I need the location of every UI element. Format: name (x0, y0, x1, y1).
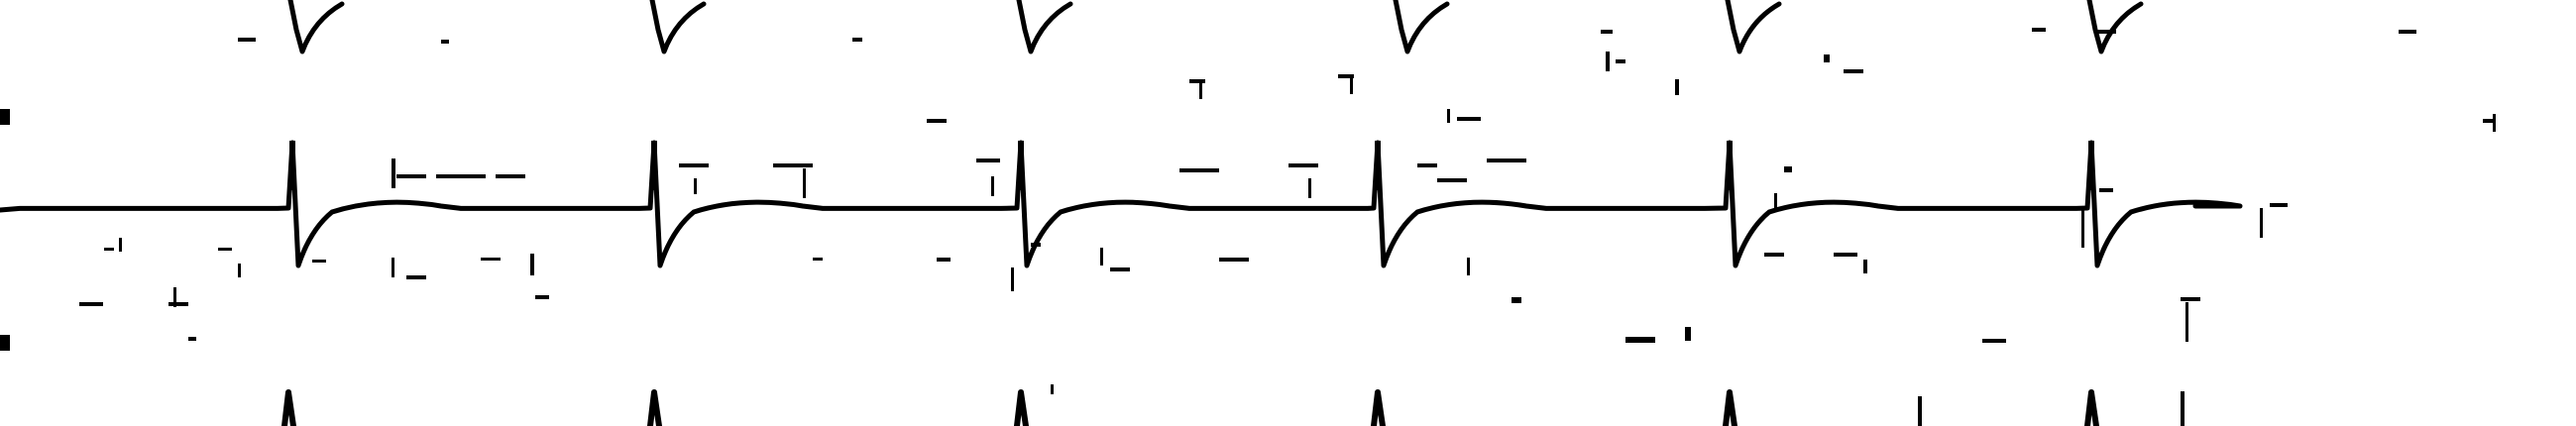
artifact-mark (104, 248, 114, 251)
artifact-mark (218, 248, 232, 251)
ecg-trace-line (0, 140, 2243, 268)
top-lead-complex (1393, 0, 1450, 54)
artifact-mark (2270, 203, 2288, 207)
artifact-mark (173, 287, 176, 307)
artifact-mark (1467, 258, 1470, 275)
top-lead-complex (1725, 0, 1782, 54)
artifact-mark (927, 119, 947, 123)
artifact-mark (1625, 337, 1655, 343)
artifact-mark (937, 258, 951, 262)
artifact-mark (1179, 168, 1219, 172)
artifact-mark (530, 254, 534, 275)
artifact-mark (168, 302, 188, 306)
artifact-mark (1110, 267, 1130, 271)
artifact-mark (1844, 69, 1863, 73)
bottom-lead-spike (1371, 389, 1386, 426)
artifact-mark (991, 176, 994, 196)
ecg-lead-middle (0, 140, 2243, 268)
bottom-lead-spike (1723, 389, 1737, 426)
artifact-mark (535, 295, 549, 299)
artifact-mark (392, 258, 394, 277)
artifact-mark (1219, 258, 1249, 262)
artifact-mark (1675, 79, 1679, 95)
artifact-mark (1338, 74, 1354, 78)
artifact-mark (773, 163, 813, 167)
bottom-lead-mark (1918, 396, 1922, 426)
artifact-mark (2493, 114, 2496, 132)
artifact-mark (1982, 339, 2006, 343)
top-lead-dash (852, 38, 862, 42)
artifact-mark (1774, 193, 1777, 211)
artifact-mark (396, 174, 426, 178)
ecg-lead-bottom (281, 384, 2184, 426)
artifact-mark (79, 302, 103, 306)
artifact-mark (2099, 188, 2113, 192)
artifact-mark (1350, 74, 1353, 94)
artifact-mark (1100, 248, 1103, 266)
top-lead-dash (2096, 30, 2116, 34)
top-lead-dash (1601, 30, 1613, 34)
artifact-mark (2181, 297, 2200, 301)
artifact-mark (392, 159, 395, 188)
artifact-mark (1031, 243, 1041, 247)
artifact-mark (496, 174, 525, 178)
artifact-mark (238, 264, 241, 277)
bottom-lead-mark (2181, 391, 2184, 426)
artifact-mark (1606, 52, 1610, 71)
bottom-lead-mark (1051, 384, 1054, 394)
margin-mark (0, 109, 10, 125)
artifact-mark (1863, 260, 1867, 273)
artifact-mark (312, 260, 326, 263)
artifact-mark (481, 258, 501, 261)
margin-mark (0, 335, 10, 351)
artifact-mark (1288, 163, 1318, 167)
bottom-lead-spike (281, 389, 296, 426)
artifact-mark (976, 159, 1000, 162)
artifact-mark (2483, 119, 2493, 123)
artifact-mark (1437, 178, 1467, 182)
scan-artifacts (79, 52, 2496, 343)
artifact-mark (436, 174, 486, 178)
margin-marks (0, 109, 10, 351)
artifact-mark (1011, 267, 1014, 291)
bottom-lead-spike (1014, 389, 1029, 426)
artifact-mark (188, 337, 196, 341)
top-lead-dash (2032, 28, 2046, 32)
artifact-mark (2185, 302, 2188, 342)
artifact-mark (1616, 59, 1625, 63)
top-lead-dash (441, 40, 449, 44)
bottom-lead-spike (647, 389, 662, 426)
artifact-mark (1834, 253, 1857, 257)
artifact-mark (2081, 208, 2084, 248)
top-lead-complex (287, 0, 345, 54)
artifact-mark (1685, 327, 1691, 341)
artifact-mark (1487, 159, 1526, 162)
artifact-mark (1764, 253, 1784, 257)
artifact-mark (1189, 79, 1205, 83)
artifact-mark (1784, 166, 1792, 172)
artifact-mark (1417, 163, 1437, 167)
artifact-mark (1308, 178, 1311, 198)
artifact-mark (803, 168, 806, 198)
top-lead-dash (238, 38, 256, 42)
artifact-mark (406, 275, 426, 279)
artifact-mark (2260, 208, 2263, 238)
bottom-lead-spike (2084, 389, 2099, 426)
artifact-mark (1457, 117, 1481, 121)
artifact-mark (679, 163, 709, 167)
top-lead-complex (2086, 0, 2144, 54)
artifact-mark (1824, 54, 1830, 62)
artifact-mark (1199, 79, 1202, 99)
top-lead-complex (1016, 0, 1073, 54)
top-lead-complex (649, 0, 707, 54)
artifact-mark (1447, 109, 1450, 123)
artifact-mark (694, 178, 697, 194)
artifact-mark (119, 238, 122, 252)
ecg-lead-top (238, 0, 2416, 54)
top-lead-dash (2399, 30, 2416, 34)
artifact-mark (813, 258, 823, 261)
artifact-mark (1512, 297, 1521, 303)
